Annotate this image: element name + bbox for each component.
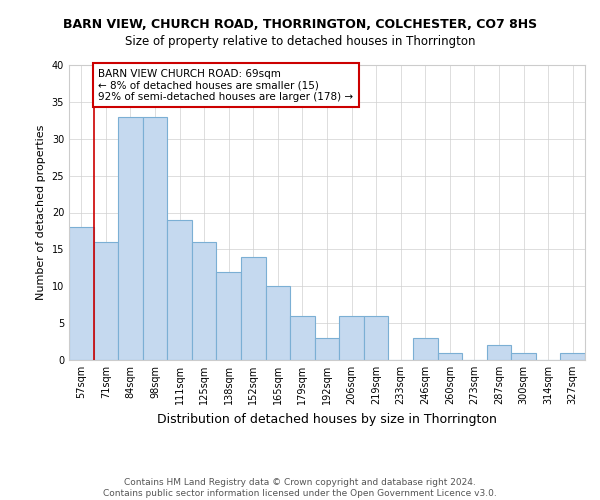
Bar (94, 242, 118, 360)
Bar (167, 220, 192, 360)
Bar (437, 352, 462, 360)
Y-axis label: Number of detached properties: Number of detached properties (36, 125, 46, 300)
Bar (487, 345, 511, 360)
Bar (339, 316, 364, 360)
Bar (143, 116, 167, 360)
Bar (192, 242, 217, 360)
Bar (364, 316, 388, 360)
Bar (266, 286, 290, 360)
X-axis label: Distribution of detached houses by size in Thorrington: Distribution of detached houses by size … (157, 412, 497, 426)
Bar (413, 338, 437, 360)
Text: Contains HM Land Registry data © Crown copyright and database right 2024.
Contai: Contains HM Land Registry data © Crown c… (103, 478, 497, 498)
Text: BARN VIEW, CHURCH ROAD, THORRINGTON, COLCHESTER, CO7 8HS: BARN VIEW, CHURCH ROAD, THORRINGTON, COL… (63, 18, 537, 30)
Bar (69, 227, 94, 360)
Bar (560, 352, 585, 360)
Bar (118, 116, 143, 360)
Text: Size of property relative to detached houses in Thorrington: Size of property relative to detached ho… (125, 35, 475, 48)
Text: BARN VIEW CHURCH ROAD: 69sqm
← 8% of detached houses are smaller (15)
92% of sem: BARN VIEW CHURCH ROAD: 69sqm ← 8% of det… (98, 68, 353, 102)
Bar (315, 338, 339, 360)
Bar (241, 257, 266, 360)
Bar (511, 352, 536, 360)
Bar (217, 272, 241, 360)
Bar (290, 316, 315, 360)
